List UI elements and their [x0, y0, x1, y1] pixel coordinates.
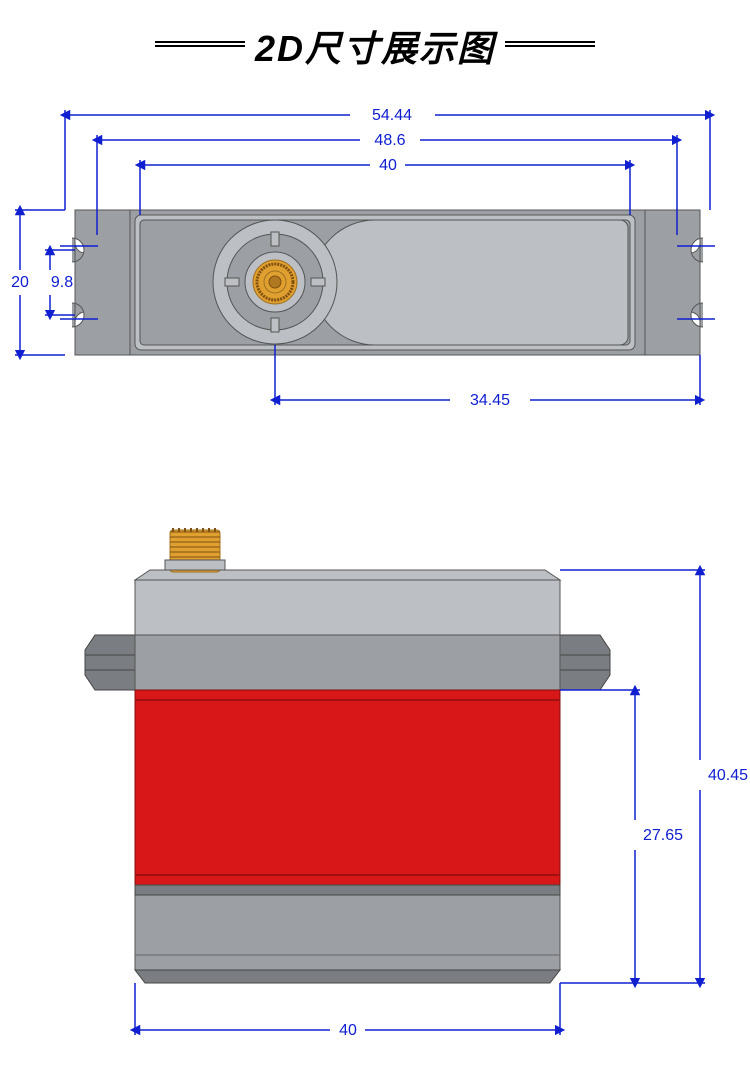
dim-27-65: 27.65 — [643, 827, 683, 844]
servo-side-body — [85, 528, 610, 983]
dim-40b: 40 — [339, 1022, 357, 1039]
dim-9-8: 9.8 — [51, 274, 73, 291]
top-view-diagram: 54.44 48.6 40 20 9.8 34.45 — [0, 60, 750, 480]
dim-40-45: 40.45 — [708, 767, 748, 784]
dim-20: 20 — [11, 274, 29, 291]
dim-48-6: 48.6 — [374, 132, 405, 149]
servo-top-body — [60, 210, 715, 355]
side-view-diagram: 40.45 27.65 40 — [0, 490, 750, 1070]
dim-54-44: 54.44 — [372, 107, 412, 124]
title-line-right — [505, 45, 595, 47]
dim-34-45: 34.45 — [470, 392, 510, 409]
dim-40: 40 — [379, 157, 397, 174]
title-line-left — [155, 45, 245, 47]
